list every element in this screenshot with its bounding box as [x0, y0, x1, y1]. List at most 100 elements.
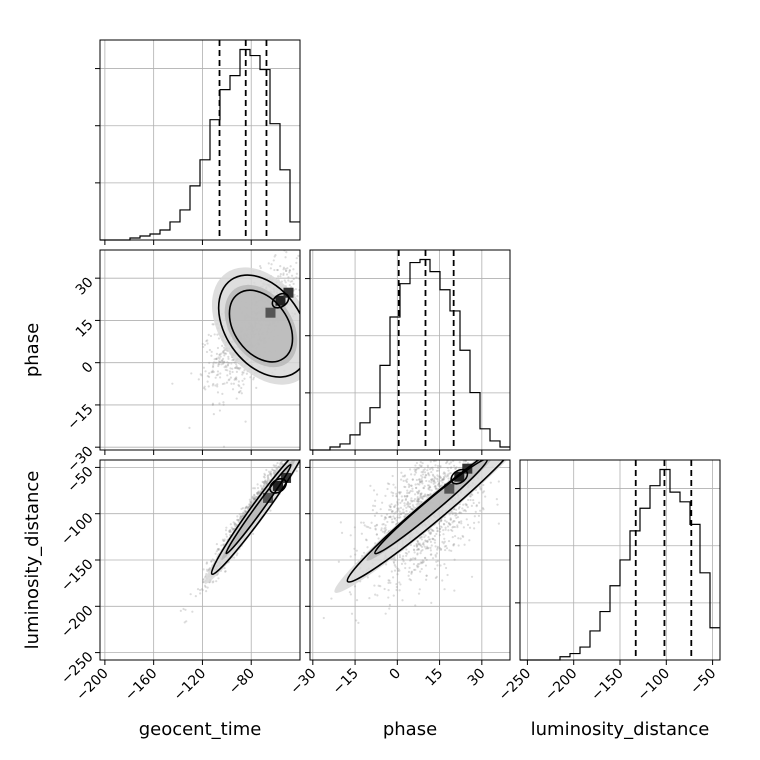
scatter-point [439, 564, 442, 567]
scatter-point [231, 367, 234, 370]
scatter-point [252, 498, 255, 501]
scatter-point [211, 558, 214, 561]
scatter-point [295, 470, 298, 473]
scatter-point [489, 481, 492, 484]
scatter-point [285, 455, 287, 457]
scatter-point [273, 255, 276, 258]
scatter-point [408, 484, 411, 487]
scatter-point [244, 510, 248, 513]
scatter-point [470, 451, 472, 453]
x-tick-label-phase: 30 [465, 666, 489, 690]
scatter-point [416, 500, 420, 503]
scatter-point [466, 506, 469, 509]
scatter-point [241, 373, 244, 376]
scatter-point [443, 545, 447, 548]
scatter-point [438, 475, 442, 478]
scatter-point [296, 443, 298, 445]
scatter-point [249, 501, 252, 504]
scatter-point [375, 533, 378, 536]
scatter-point [429, 532, 433, 535]
x-tick-label-luminosity_distance: −200 [542, 666, 581, 705]
scatter-point [232, 527, 235, 530]
scatter-point [257, 491, 260, 494]
scatter-point [235, 376, 238, 379]
scatter-point [406, 489, 409, 492]
scatter-point [360, 521, 363, 524]
scatter-point [458, 511, 461, 514]
scatter-point [425, 558, 428, 561]
density-peak-cell [444, 483, 455, 494]
scatter-point [256, 493, 259, 496]
scatter-point [269, 471, 272, 475]
scatter-point [306, 440, 308, 442]
scatter-point [215, 357, 218, 360]
scatter-point [212, 323, 215, 326]
scatter-point [224, 368, 227, 372]
scatter-point [373, 504, 377, 508]
scatter-point [429, 538, 432, 541]
scatter-point [269, 472, 272, 475]
scatter-point [317, 244, 319, 246]
scatter-point [407, 574, 410, 577]
scatter-point [418, 441, 420, 443]
scatter-point [404, 485, 407, 489]
scatter-point [440, 454, 442, 456]
scatter-point [291, 280, 294, 283]
scatter-point [434, 555, 438, 558]
scatter-point [217, 356, 220, 359]
scatter-point [252, 497, 256, 501]
scatter-point [272, 471, 275, 475]
scatter-point [236, 366, 240, 370]
scatter-point [437, 469, 440, 472]
scatter-point [416, 499, 419, 502]
scatter-point [213, 358, 216, 361]
scatter-point [424, 564, 428, 567]
scatter-point [302, 434, 304, 436]
scatter-point [355, 619, 358, 622]
scatter-point [391, 494, 394, 497]
scatter-point [228, 378, 231, 381]
scatter-point [421, 482, 424, 485]
scatter-point [395, 495, 398, 498]
scatter-point [290, 274, 294, 277]
scatter-point [385, 513, 389, 516]
scatter-point [226, 374, 229, 377]
scatter-point [337, 560, 340, 563]
scatter-point [451, 453, 453, 455]
scatter-point [211, 323, 214, 326]
scatter-point [424, 540, 427, 543]
scatter-point [420, 497, 424, 500]
scatter-point [268, 473, 271, 476]
scatter-point [215, 374, 219, 377]
y-axis-label-luminosity_distance: luminosity_distance [22, 471, 43, 650]
scatter-point [235, 365, 238, 368]
scatter-point [401, 511, 404, 514]
scatter-point [445, 475, 448, 478]
scatter-point [428, 480, 431, 483]
scatter-point [259, 266, 262, 270]
scatter-point [426, 466, 430, 469]
scatter-point [211, 402, 215, 405]
scatter-point [465, 504, 468, 507]
scatter-point [202, 366, 206, 369]
scatter-point [242, 514, 245, 517]
x-tick-label-geocent_time: −80 [226, 666, 258, 698]
scatter-point [236, 518, 239, 521]
scatter-point [442, 522, 445, 526]
scatter-point [285, 251, 288, 254]
scatter-point [451, 536, 454, 539]
scatter-point [220, 359, 223, 362]
scatter-point [306, 281, 308, 283]
scatter-point [438, 546, 442, 550]
scatter-point [221, 360, 224, 363]
scatter-point [423, 494, 427, 497]
scatter-point [374, 527, 377, 530]
scatter-point [416, 563, 420, 566]
scatter-point [234, 525, 237, 528]
scatter-point [239, 516, 242, 519]
scatter-point [410, 558, 413, 561]
scatter-point [428, 486, 432, 489]
scatter-point [420, 535, 424, 539]
scatter-point [239, 514, 242, 518]
scatter-point [304, 427, 306, 429]
